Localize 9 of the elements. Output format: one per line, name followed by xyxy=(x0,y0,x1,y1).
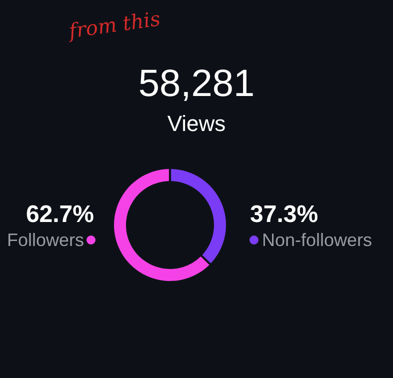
donut-slice xyxy=(171,169,226,264)
data-label: 37.3% xyxy=(250,201,318,228)
data-label: 62.7% xyxy=(26,201,94,228)
chart-subtitle: Views xyxy=(167,111,226,136)
donut-slice xyxy=(114,169,210,281)
chart-title: 58,281 xyxy=(138,63,255,105)
legend-label: Non-followers xyxy=(262,230,372,250)
text: from this xyxy=(65,6,162,44)
slice-label: Followers xyxy=(6,230,84,250)
